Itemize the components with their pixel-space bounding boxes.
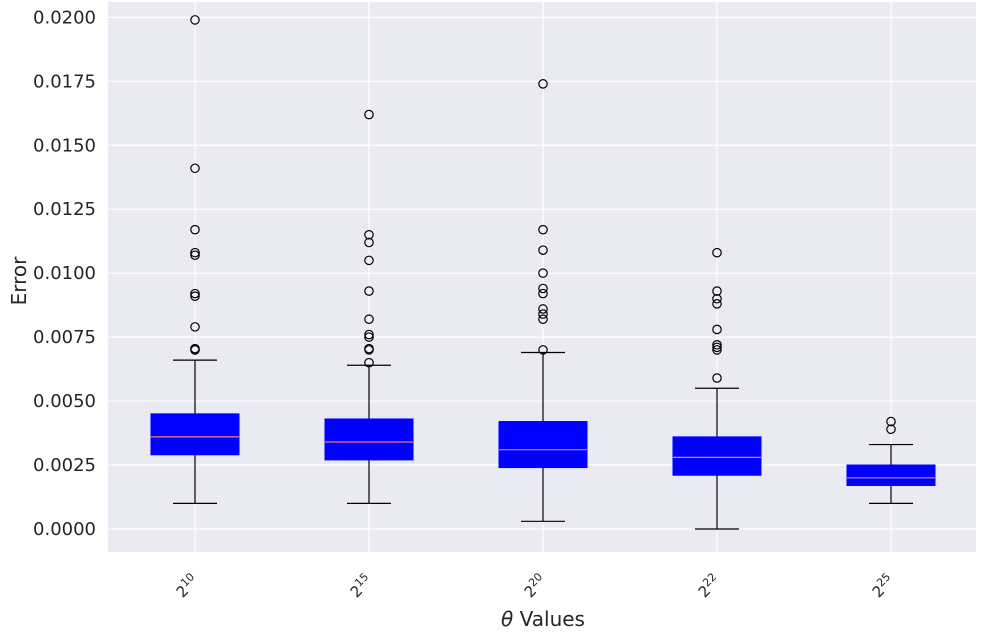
outlier-point <box>712 342 722 353</box>
outlier-point <box>364 237 374 248</box>
y-axis-label: Error <box>7 256 31 306</box>
box-group <box>150 15 240 504</box>
outlier-point <box>538 283 548 294</box>
outlier-point <box>538 245 548 255</box>
y-axis: 0.0000 0.0025 0.0050 0.0075 0.0100 0.0125 0.01… <box>33 7 96 540</box>
box-group <box>846 416 936 504</box>
box-iqr <box>672 436 762 476</box>
outlier-point <box>190 163 200 174</box>
box-iqr <box>498 421 588 469</box>
outlier-point <box>190 288 200 299</box>
x-tick-label: 225 <box>867 570 898 601</box>
outlier-point <box>190 291 200 301</box>
x-axis-label-text: Values <box>513 607 585 631</box>
x-tick-label: 210 <box>171 570 202 601</box>
outlier-point <box>364 329 374 340</box>
outlier-point <box>190 15 200 25</box>
x-axis-label: θ Values <box>501 607 585 631</box>
boxes <box>150 15 936 530</box>
outlier-point <box>712 286 722 296</box>
x-tick-label: 215 <box>345 570 376 601</box>
outlier-point <box>190 224 200 235</box>
box-iqr <box>150 413 240 456</box>
box-group <box>324 109 414 504</box>
outlier-point <box>538 268 548 278</box>
outlier-point <box>712 339 722 350</box>
outlier-point <box>190 250 200 261</box>
y-tick-label: 0.0050 <box>33 391 96 412</box>
outlier-point <box>886 424 896 435</box>
y-tick-label: 0.0075 <box>33 327 96 348</box>
outlier-point <box>364 286 374 296</box>
outlier-point <box>712 373 722 383</box>
y-tick-label: 0.0000 <box>33 519 96 540</box>
outlier-point <box>538 304 548 314</box>
box-iqr <box>846 464 936 486</box>
x-axis-label-symbol: θ <box>501 607 513 631</box>
x-tick-label: 222 <box>693 570 724 601</box>
outlier-point <box>364 345 374 355</box>
outlier-point <box>190 322 200 332</box>
outlier-point <box>538 224 548 235</box>
y-tick-label: 0.0025 <box>33 455 96 476</box>
y-tick-label: 0.0125 <box>33 199 96 220</box>
outlier-point <box>364 229 374 240</box>
outlier-point <box>712 293 722 304</box>
outlier-point <box>538 79 548 89</box>
outlier-point <box>538 288 548 299</box>
outlier-point <box>538 309 548 319</box>
outlier-point <box>190 345 200 355</box>
outlier-point <box>538 314 548 325</box>
outlier-point <box>364 255 374 266</box>
outlier-point <box>712 299 722 309</box>
box-group <box>498 79 588 522</box>
x-tick-label: 220 <box>519 570 550 601</box>
outlier-point <box>364 314 374 325</box>
y-tick-label: 0.0150 <box>33 135 96 156</box>
outlier-point <box>538 345 548 355</box>
x-axis: 210 215 220 222 225 <box>171 570 898 601</box>
outlier-point <box>364 109 374 120</box>
y-tick-label: 0.0100 <box>33 263 96 284</box>
y-tick-label: 0.0200 <box>33 7 96 28</box>
outlier-point <box>886 416 896 427</box>
outlier-point <box>364 357 374 368</box>
box-iqr <box>324 418 414 461</box>
outlier-point <box>712 324 722 335</box>
outlier-point <box>712 247 722 258</box>
box-group <box>672 247 762 530</box>
outlier-point <box>712 345 722 355</box>
outlier-point <box>364 332 374 342</box>
y-tick-label: 0.0175 <box>33 71 96 92</box>
outlier-point <box>190 247 200 258</box>
